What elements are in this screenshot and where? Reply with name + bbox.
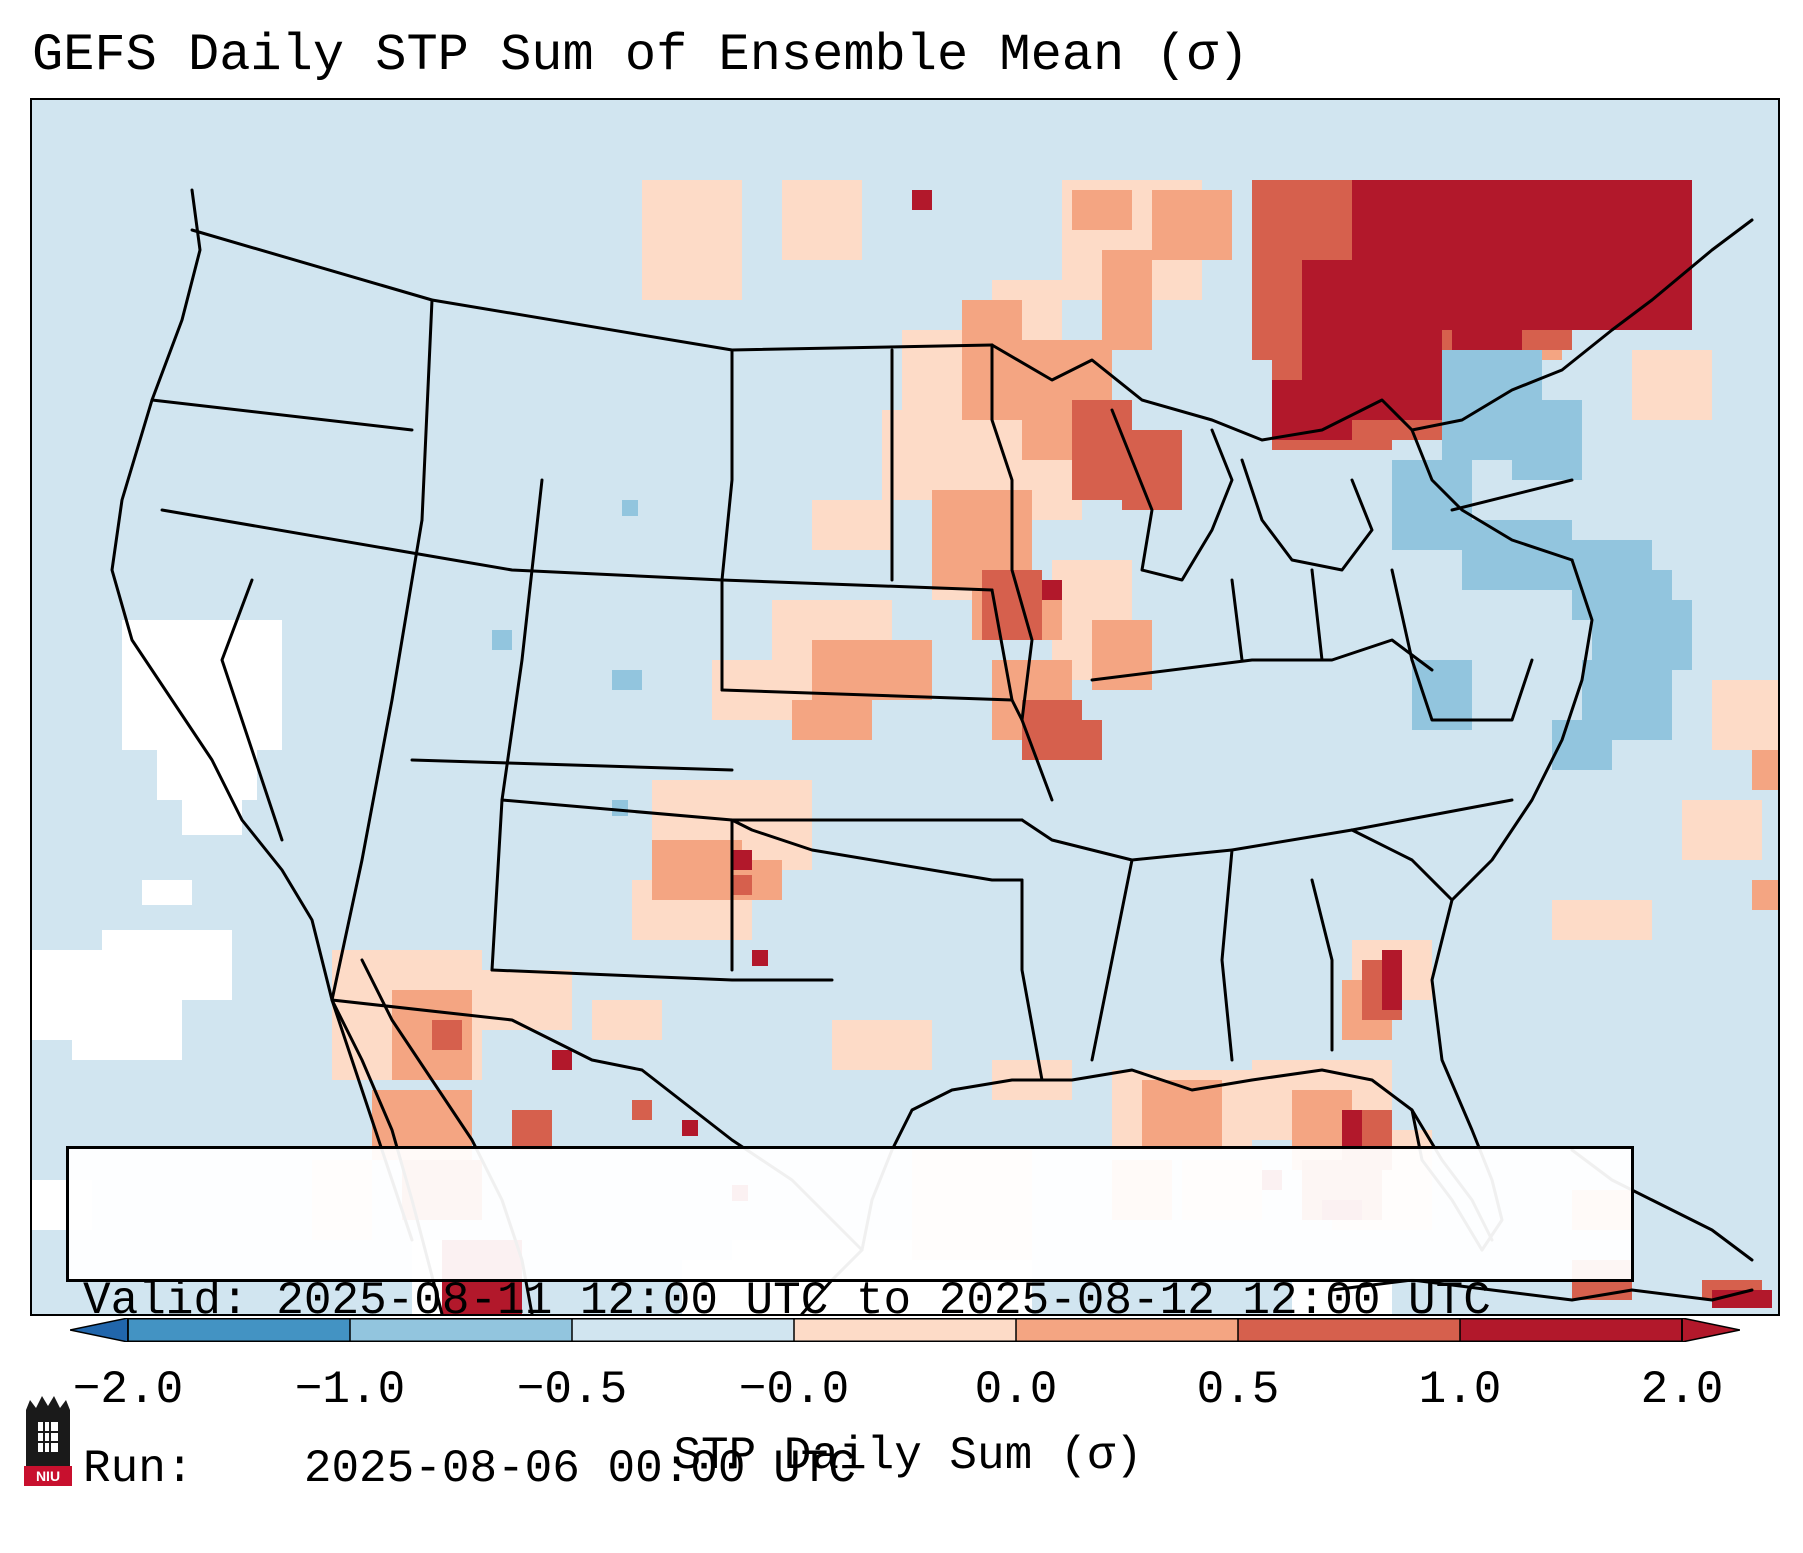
colorbar-tick-label: 0.0 <box>974 1364 1058 1416</box>
colorbar-extend-high <box>1681 1318 1740 1342</box>
colorbar-tick-label: −1.0 <box>294 1364 406 1416</box>
logo-window-grid <box>38 1422 58 1452</box>
colorbar-bin <box>794 1318 1017 1342</box>
map-panel <box>30 98 1780 1316</box>
run-line: Run: 2025-08-06 00:00 UTC <box>83 1441 1617 1497</box>
logo-turrets <box>26 1396 70 1410</box>
colorbar-tick-label: −0.0 <box>738 1364 850 1416</box>
colorbar-label: STP Daily Sum (σ) <box>673 1430 1143 1482</box>
logo-text: NIU <box>36 1468 60 1484</box>
logo-banner <box>24 1466 72 1486</box>
light-blue-field <box>492 350 1692 816</box>
colorbar-tick-label: 2.0 <box>1640 1364 1724 1416</box>
run-label: Run: <box>83 1443 194 1495</box>
colorbar-tick-label: −0.5 <box>516 1364 628 1416</box>
colorbar-bin <box>1016 1318 1239 1342</box>
colorbar-tick-label: −2.0 <box>72 1364 184 1416</box>
colorbar-bin <box>128 1318 351 1342</box>
neutral-field <box>32 620 1392 1314</box>
colorbar-bin <box>1238 1318 1461 1342</box>
colorbar <box>70 1318 1740 1342</box>
stp-map <box>32 100 1778 1314</box>
run-value: 2025-08-06 00:00 UTC <box>303 1443 856 1495</box>
colorbar-bin <box>572 1318 795 1342</box>
colorbar-bin <box>1460 1318 1683 1342</box>
logo-window <box>38 1422 58 1452</box>
colorbar-extend-low <box>70 1318 129 1342</box>
colorbar-tick-label: 1.0 <box>1418 1364 1502 1416</box>
valid-time-box: Valid: 2025-08-11 12:00 UTC to 2025-08-1… <box>66 1146 1634 1495</box>
colorbar-tick-label: 0.5 <box>1196 1364 1280 1416</box>
colorbar-bin <box>350 1318 573 1342</box>
niu-logo: NIU <box>24 1396 72 1486</box>
chart-title: GEFS Daily STP Sum of Ensemble Mean (σ) <box>32 26 1249 85</box>
